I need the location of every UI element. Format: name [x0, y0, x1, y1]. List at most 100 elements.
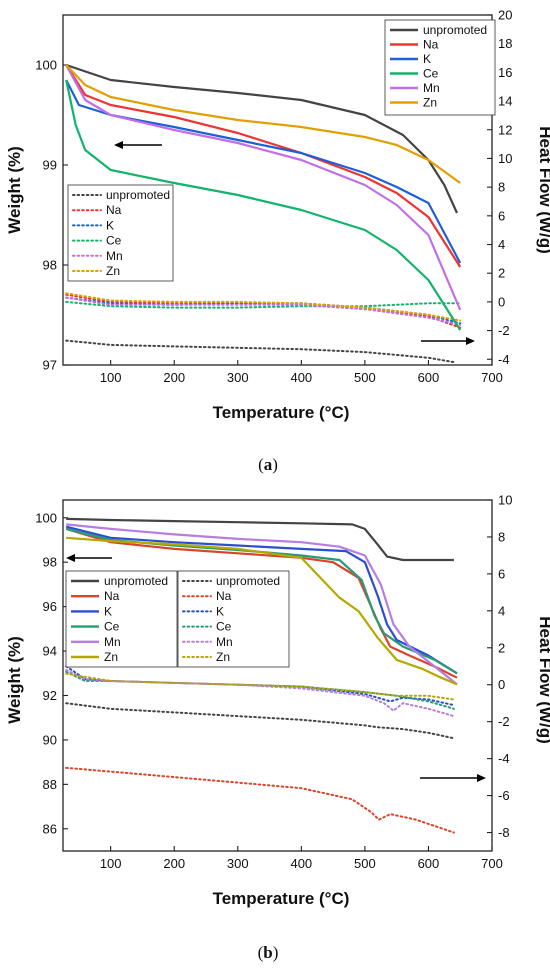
- panel-a-heatflow-legend-label-ce: Ce: [106, 234, 122, 248]
- panel-b-heatflow-legend-label-zn: Zn: [216, 650, 230, 664]
- panel-a-y2-tick-label: 12: [498, 122, 512, 137]
- panel-b-y2-tick-label: 2: [498, 640, 505, 655]
- panel-a-x-axis-label: Temperature (°C): [213, 403, 350, 422]
- panel-b-weight-legend-label-k: K: [104, 604, 112, 618]
- panel-a-y-tick-label: 99: [43, 158, 57, 173]
- panel-b-weight-legend-label-ce: Ce: [104, 620, 120, 634]
- panel-b-y-axis-label: Weight (%): [5, 636, 24, 724]
- panel-b-heatflow-legend-label-k: K: [216, 604, 224, 618]
- panel-a-axis-arrow-right: [421, 337, 475, 345]
- panel-b-y-tick-label: 94: [43, 644, 57, 659]
- panel-b-y-tick-label: 100: [35, 510, 57, 525]
- panel-a-y2-axis-label: Heat Flow (W/g): [536, 126, 550, 253]
- panel-b-weight-legend-label-zn: Zn: [104, 650, 118, 664]
- panel-b-heatflow-line-ce: [65, 670, 455, 710]
- panel-b-axis-arrow-right: [420, 774, 486, 782]
- panel-b-y-tick-label: 96: [43, 599, 57, 614]
- panel-a-x-tick-label: 700: [481, 370, 503, 385]
- panel-a-y2-tick-label: 8: [498, 180, 505, 195]
- panel-b-y-tick-label: 88: [43, 777, 57, 792]
- panel-b-y-tick-label: 98: [43, 555, 57, 570]
- panel-b-y2-tick-label: -2: [498, 714, 510, 729]
- panel-a-y2-tick-label: 18: [498, 36, 512, 51]
- panel-a-y2-tick-label: 0: [498, 294, 505, 309]
- panel-a-heatflow-legend-label-na: Na: [106, 203, 122, 217]
- panel-b-weight-line-k: [65, 525, 458, 675]
- panel-a-plot-area: 100 200 300 400 500 600 700 97 98 99 100 -4 -2 0 2 4 6 8 1…: [35, 8, 512, 386]
- panel-a-heatflow-legend-label-zn: Zn: [106, 264, 120, 278]
- panel-b-x-tick-label: 100: [100, 856, 122, 871]
- panel-a-weight-line-ce: [65, 79, 462, 331]
- panel-b-x-tick-label: 200: [163, 856, 185, 871]
- panel-a-series-group: [65, 63, 462, 364]
- panel-a-heatflow-line-zn: [65, 292, 462, 322]
- panel-a-weight-legend-label-k: K: [423, 52, 431, 66]
- panel-b-x-tick-label: 500: [354, 856, 376, 871]
- panel-b-y-tick-label: 92: [43, 688, 57, 703]
- panel-a-heatflow-line-unpromoted: [65, 339, 455, 364]
- panel-b-y2-tick-label: 4: [498, 603, 505, 618]
- panel-a-weight-line-na: [65, 64, 462, 268]
- panel-b-y2-axis-label: Heat Flow (W/g): [536, 616, 550, 743]
- panel-b-x-axis-label: Temperature (°C): [213, 889, 350, 908]
- panel-b-weight-line-unpromoted: [66, 517, 454, 562]
- panel-a-y2-tick-label: 6: [498, 208, 505, 223]
- panel-a-caption: (a): [258, 455, 278, 474]
- panel-a: 100 200 300 400 500 600 700 97 98 99 100 -4 -2 0 2 4 6 8 1…: [5, 8, 550, 475]
- panel-a-weight-legend-label-unpromoted: unpromoted: [423, 23, 487, 37]
- panel-b-weight-legend-label-mn: Mn: [104, 635, 121, 649]
- panel-a-y-axis-label: Weight (%): [5, 146, 24, 234]
- panel-a-y2-tick-label: 16: [498, 65, 512, 80]
- panel-b-y2-tick-label: 6: [498, 566, 505, 581]
- panel-b-heatflow-legend-box: [177, 570, 290, 668]
- panel-b-x-tick-label: 600: [418, 856, 440, 871]
- panel-a-x-tick-label: 400: [290, 370, 312, 385]
- panel-b-weight-legend-box: [65, 570, 178, 668]
- panel-b-x-tick-label: 300: [227, 856, 249, 871]
- panel-b-y2-tick-label: -8: [498, 825, 510, 840]
- panel-a-axis-arrow-left: [114, 141, 162, 149]
- panel-a-heatflow-legend-label-mn: Mn: [106, 249, 123, 263]
- panel-b-weight-line-mn: [66, 523, 458, 686]
- panel-b-heatflow-legend-label-mn: Mn: [216, 635, 233, 649]
- panel-a-heatflow-legend-box: [67, 184, 174, 282]
- panel-b-heatflow-line-mn: [65, 669, 455, 718]
- panel-a-x-tick-label: 100: [100, 370, 122, 385]
- panel-b-y2-tick-label: 0: [498, 677, 505, 692]
- panel-b-heatflow-legend-label-ce: Ce: [216, 620, 232, 634]
- panel-b-y-tick-label: 90: [43, 732, 57, 747]
- panel-b: 100 200 300 400 500 600 70086889092949698100-8…: [5, 493, 550, 963]
- panel-b-heatflow-line-na: [65, 766, 455, 834]
- panel-a-x-tick-label: 300: [227, 370, 249, 385]
- panel-b-y2-tick-label: -6: [498, 788, 510, 803]
- panel-a-heatflow-line-mn: [65, 296, 462, 326]
- panel-a-weight-line-mn: [65, 64, 462, 311]
- panel-b-weight-legend-label-na: Na: [104, 589, 120, 603]
- panel-a-y2-tick-label: 20: [498, 8, 512, 23]
- panel-a-weight-line-zn: [65, 64, 461, 184]
- panel-b-heatflow-legend-label-unpromoted: unpromoted: [216, 574, 280, 588]
- panel-a-y2-tick-label: -2: [498, 323, 510, 338]
- panel-a-weight-legend-label-mn: Mn: [423, 81, 440, 95]
- panel-b-x-tick-label: 700: [481, 856, 503, 871]
- panel-a-y-tick-label: 98: [43, 258, 57, 273]
- panel-b-y2-tick-label: 10: [498, 493, 512, 508]
- panel-a-weight-legend-box: [384, 19, 496, 116]
- panel-b-heatflow-line-unpromoted: [65, 702, 455, 740]
- panel-a-y-tick-label: 97: [43, 358, 57, 373]
- panel-a-weight-line-unpromoted: [65, 63, 459, 214]
- panel-a-heatflow-legend-label-unpromoted: unpromoted: [106, 188, 170, 202]
- panel-b-weight-legend-label-unpromoted: unpromoted: [104, 574, 168, 588]
- panel-b-weight-line-zn: [66, 536, 458, 686]
- panel-b-y2-tick-label: -4: [498, 751, 510, 766]
- panel-a-weight-line-k: [65, 79, 462, 264]
- panel-a-heatflow-line-ce: [65, 300, 462, 309]
- panel-a-weight-legend-label-zn: Zn: [423, 96, 437, 110]
- panel-a-weight-legend-label-na: Na: [423, 38, 439, 52]
- panel-b-y-tick-label: 86: [43, 821, 57, 836]
- panel-b-plot-area: 100 200 300 400 500 600 70086889092949698100-8…: [35, 493, 512, 872]
- panel-a-weight-legend-label-ce: Ce: [423, 67, 439, 81]
